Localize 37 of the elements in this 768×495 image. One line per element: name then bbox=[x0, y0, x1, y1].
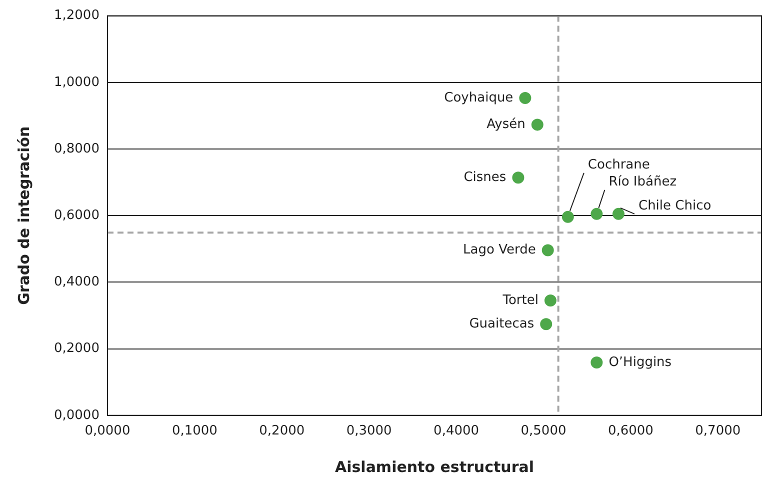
x-tick-label: 0,1000 bbox=[172, 424, 218, 439]
y-tick-label: 1,2000 bbox=[54, 8, 100, 24]
annotation: Coyhaique bbox=[444, 90, 514, 106]
annotation: Guaitecas bbox=[469, 316, 534, 332]
x-tick-label: 0,6000 bbox=[608, 424, 654, 439]
y-tick-label: 1,0000 bbox=[54, 74, 100, 90]
y-tick-label: 0,0000 bbox=[54, 408, 100, 423]
annotation: Chile Chico bbox=[638, 198, 712, 214]
annotation: Aysén bbox=[486, 117, 526, 132]
y-tick-label: 0,2000 bbox=[54, 341, 100, 356]
point bbox=[512, 172, 524, 184]
y-tick-label: 0,6000 bbox=[54, 208, 100, 223]
annotation: Tortel bbox=[502, 292, 538, 308]
x-tick-label: 0,0000 bbox=[84, 424, 130, 439]
annotation: Cisnes bbox=[464, 170, 506, 186]
x-tick-label: 0,5000 bbox=[520, 424, 566, 439]
point bbox=[540, 318, 552, 330]
point bbox=[612, 208, 624, 220]
point bbox=[544, 294, 556, 307]
point bbox=[531, 118, 544, 131]
annotation: Río Ibáñez bbox=[608, 174, 677, 190]
annotation: O’Higgins bbox=[608, 354, 672, 370]
point bbox=[590, 356, 603, 368]
y-axis-title: Grado de integración bbox=[14, 126, 33, 305]
annotation: Lago Verde bbox=[463, 242, 536, 258]
point bbox=[590, 208, 603, 220]
point bbox=[542, 244, 554, 256]
x-tick-label: 0,2000 bbox=[259, 424, 305, 439]
x-axis-title: Aislamiento estructural bbox=[334, 458, 534, 476]
point bbox=[519, 92, 532, 104]
x-tick-label: 0,7000 bbox=[695, 424, 741, 439]
x-tick-label: 0,3000 bbox=[346, 424, 392, 439]
x-tick-label: 0,4000 bbox=[434, 424, 480, 439]
point bbox=[562, 210, 574, 223]
y-tick-label: 0,8000 bbox=[54, 141, 100, 156]
y-tick-label: 0,4000 bbox=[54, 274, 100, 290]
annotation: Cochrane bbox=[588, 157, 650, 172]
